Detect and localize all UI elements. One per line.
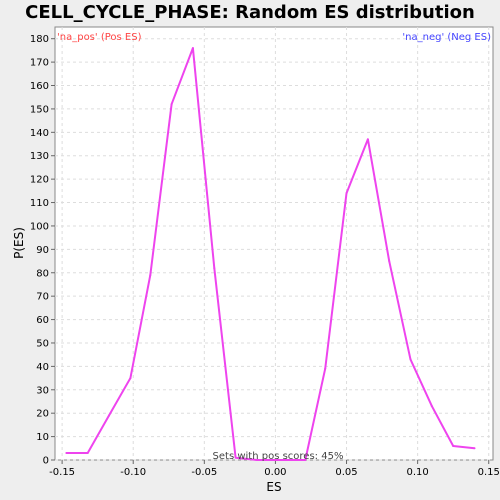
y-tick-label: 20 — [36, 409, 49, 420]
y-tick-label: 150 — [30, 104, 49, 115]
y-tick-label: 0 — [43, 456, 49, 467]
legend-pos: 'na_pos' (Pos ES) — [57, 32, 142, 43]
data-point — [282, 459, 285, 461]
data-point — [191, 47, 194, 50]
y-tick-label: 30 — [36, 385, 49, 396]
x-axis-label: ES — [266, 480, 281, 494]
y-tick-label: 80 — [36, 268, 49, 279]
x-tick-label: 0.05 — [335, 467, 357, 478]
x-tick-label: -0.05 — [191, 467, 217, 478]
x-tick-label: 0.15 — [478, 467, 500, 478]
data-point — [129, 377, 132, 380]
y-tick-label: 140 — [30, 128, 49, 139]
x-tick-label: -0.15 — [49, 467, 75, 478]
y-tick-label: 180 — [30, 34, 49, 45]
footnote: Sets with pos scores: 45% — [213, 451, 344, 462]
y-axis-label: P(ES) — [12, 227, 26, 259]
y-tick-label: 10 — [36, 432, 49, 443]
data-point — [234, 456, 237, 459]
plot-area — [54, 26, 494, 461]
chart-title: CELL_CYCLE_PHASE: Random ES distribution — [25, 2, 475, 23]
data-point — [255, 459, 258, 461]
data-point — [304, 459, 307, 461]
x-tick-label: -0.10 — [120, 467, 146, 478]
y-tick-label: 110 — [30, 198, 49, 209]
data-point — [108, 414, 111, 417]
series-line — [66, 47, 475, 461]
y-tick-label: 100 — [30, 221, 49, 232]
x-tick-label: 0.00 — [264, 467, 286, 478]
data-point — [473, 447, 476, 450]
data-point — [366, 138, 369, 141]
y-tick-label: 90 — [36, 245, 49, 256]
y-axis: 0 10 20 30 40 50 60 70 80 90 100 110 120 130 140 150 160… — [30, 34, 55, 467]
y-tick-label: 60 — [36, 315, 49, 326]
data-point — [86, 451, 89, 454]
series-layer — [65, 47, 476, 461]
data-point — [213, 267, 216, 270]
data-point — [409, 358, 412, 361]
y-tick-label: 130 — [30, 151, 49, 162]
x-tick-label: 0.10 — [406, 467, 428, 478]
data-point — [345, 192, 348, 195]
y-tick-label: 70 — [36, 292, 49, 303]
legend-neg: 'na_neg' (Neg ES) — [402, 32, 491, 43]
data-point — [452, 444, 455, 447]
data-point — [149, 274, 152, 277]
grid — [55, 27, 493, 461]
x-axis: -0.15 -0.10 -0.05 0.00 0.05 0.10 0.15 — [49, 460, 500, 478]
y-tick-label: 160 — [30, 81, 49, 92]
y-tick-label: 170 — [30, 58, 49, 69]
y-tick-label: 120 — [30, 175, 49, 186]
data-point — [170, 103, 173, 106]
data-point — [430, 405, 433, 408]
y-tick-label: 50 — [36, 338, 49, 349]
y-tick-label: 40 — [36, 362, 49, 373]
data-point — [388, 260, 391, 263]
data-point — [65, 451, 68, 454]
data-point — [324, 367, 327, 370]
